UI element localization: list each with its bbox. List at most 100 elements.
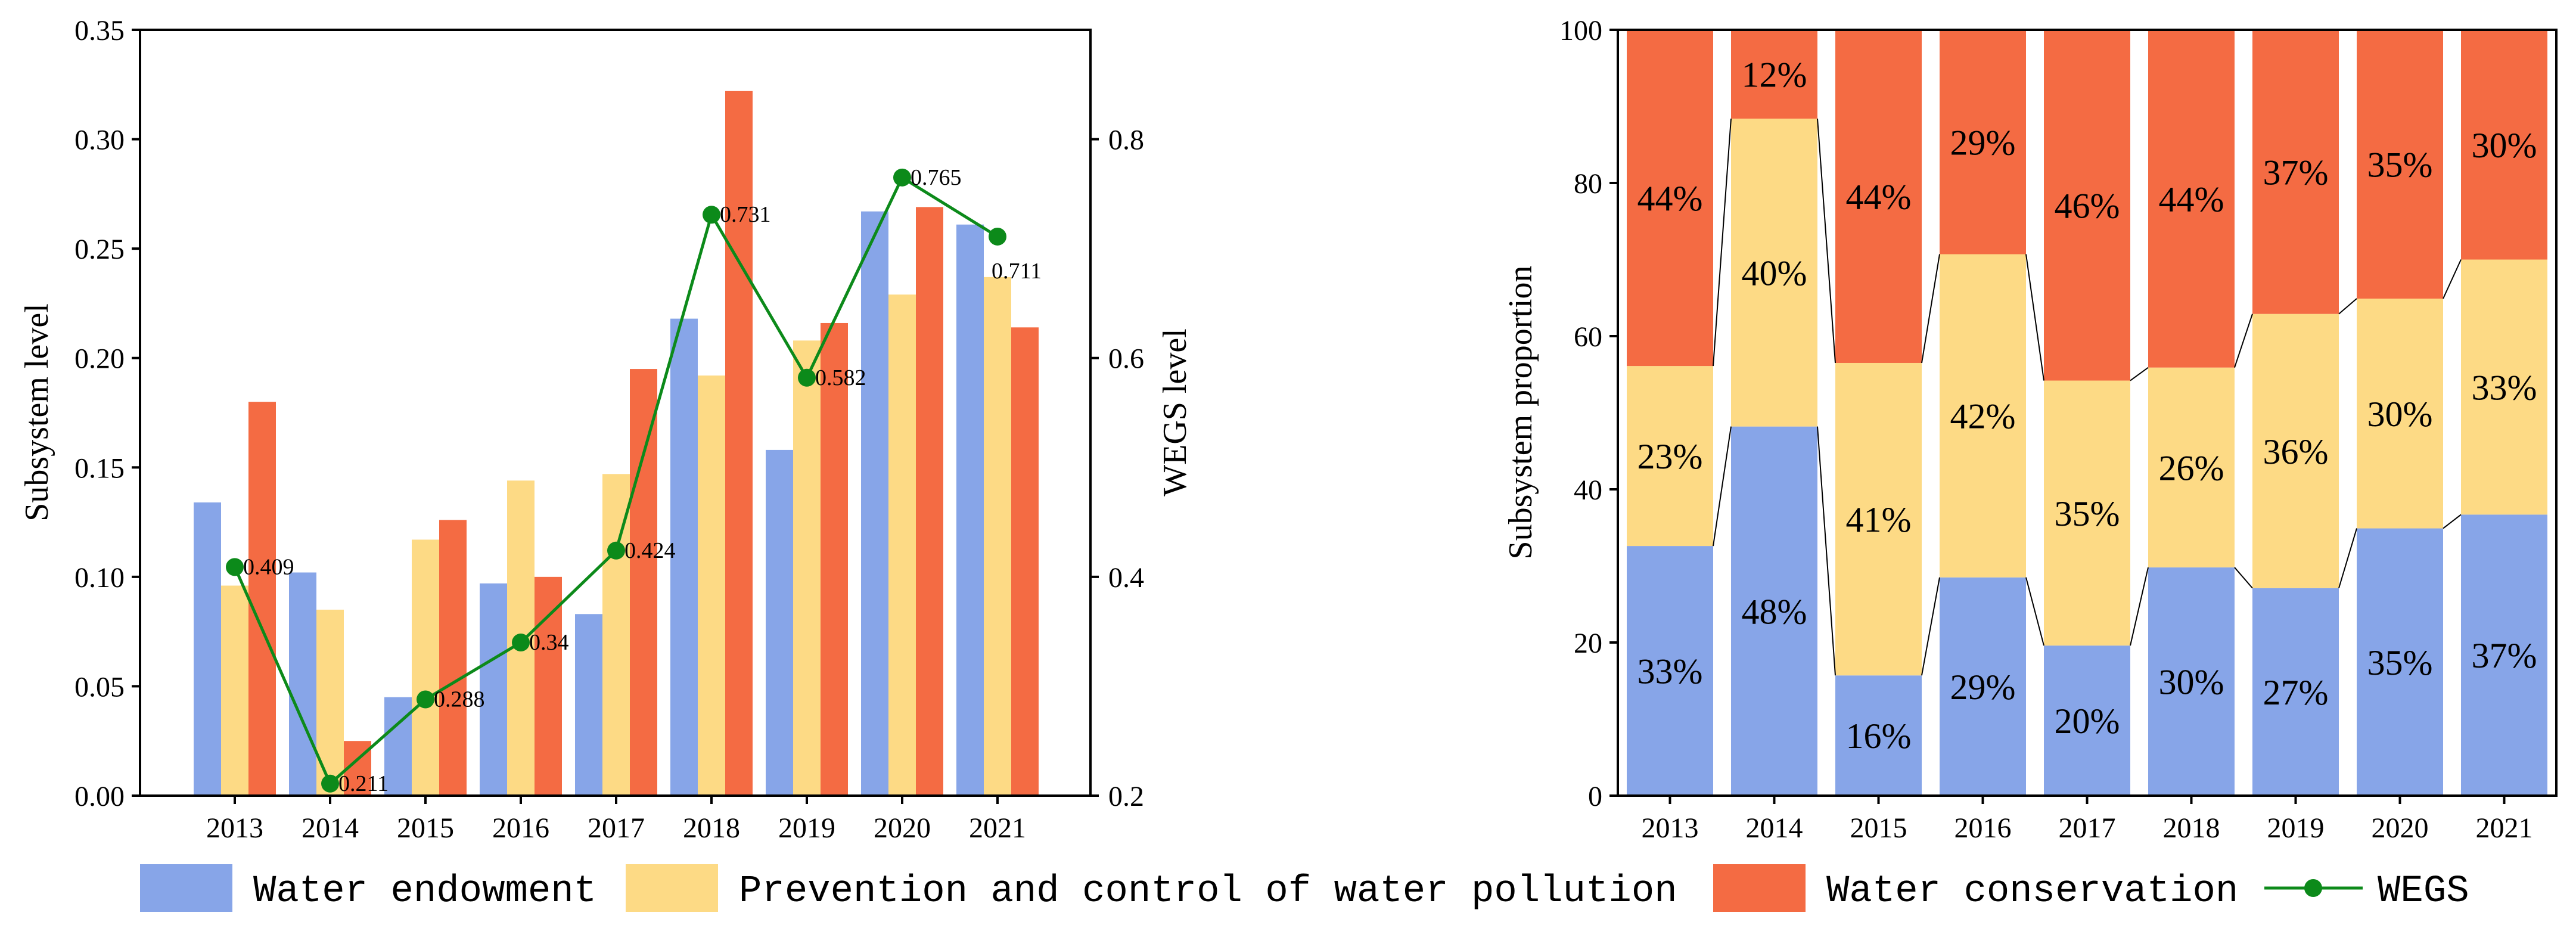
legend-label-water-pollution: Prevention and control of water pollutio…	[739, 870, 1677, 913]
percent-label-water-pollution: 33%	[2472, 368, 2537, 407]
stacked-bar-water-pollution-2017	[2044, 380, 2130, 646]
percent-label-water-pollution: 23%	[1637, 437, 1703, 476]
legend-swatch-water-endowment	[140, 864, 232, 912]
percent-label-water-conservation: 44%	[2159, 179, 2224, 219]
bar-water-endowment-2014	[289, 572, 316, 796]
proportion-x-tick-label: 2020	[2372, 812, 2429, 844]
left-x-tick-label: 2021	[969, 812, 1026, 844]
stacked-bar-water-endowment-2019	[2252, 588, 2339, 796]
stacked-bar-water-endowment-2016	[1940, 577, 2026, 796]
legend-marker-wegs	[2304, 879, 2322, 897]
proportion-y-tick-label: 100	[1559, 15, 1602, 46]
stacked-bar-water-endowment-2017	[2044, 645, 2130, 796]
left-x-tick-label: 2018	[683, 812, 740, 844]
right-y-tick-label: 0.4	[1108, 562, 1144, 594]
stacked-bar-water-pollution-2020	[2357, 299, 2443, 529]
connector-line	[2443, 514, 2462, 529]
legend-swatch-water-pollution	[626, 864, 718, 912]
bar-water-endowment-2017	[575, 614, 602, 796]
proportion-y-axis-title: Subsystem proportion	[1502, 265, 1539, 559]
connector-line	[2130, 567, 2149, 646]
percent-label-water-endowment: 20%	[2055, 701, 2120, 741]
percent-label-water-pollution: 40%	[1742, 253, 1807, 293]
stacked-bar-water-conservation-2021	[2461, 30, 2547, 260]
left-y-tick-label: 0.05	[74, 671, 125, 703]
wegs-point-2018	[703, 206, 720, 224]
left-x-tick-label: 2014	[302, 812, 359, 844]
connector-line	[2338, 298, 2357, 315]
stacked-bar-water-conservation-2016	[1940, 30, 2026, 254]
wegs-value-label: 0.211	[338, 771, 389, 796]
stacked-bar-water-endowment-2013	[1627, 546, 1713, 796]
proportion-y-tick-label: 20	[1574, 628, 1602, 659]
stacked-bar-water-endowment-2020	[2357, 528, 2443, 796]
proportion-x-tick-label: 2015	[1850, 812, 1907, 844]
left-y-tick-label: 0.20	[74, 343, 125, 375]
connector-line	[2338, 528, 2357, 589]
left-x-tick-label: 2013	[206, 812, 263, 844]
percent-label-water-endowment: 29%	[1950, 668, 2016, 707]
proportion-x-tick-label: 2013	[1642, 812, 1699, 844]
left-y-tick-label: 0.00	[74, 781, 125, 812]
wegs-value-label: 0.711	[992, 259, 1042, 284]
bar-water-endowment-2020	[861, 211, 888, 796]
bar-water-pollution-2020	[888, 294, 916, 796]
connector-line	[2443, 259, 2462, 299]
bar-water-conservation-2016	[535, 576, 562, 796]
wegs-value-label: 0.731	[720, 202, 771, 227]
stacked-bar-water-conservation-2017	[2044, 30, 2130, 381]
right-y-tick-label: 0.6	[1108, 343, 1144, 375]
legend-label-wegs: WEGS	[2378, 870, 2469, 913]
stacked-bar-water-conservation-2014	[1731, 30, 1817, 119]
bar-water-endowment-2019	[766, 449, 793, 796]
stacked-bar-water-endowment-2018	[2148, 567, 2235, 796]
stacked-bar-water-endowment-2014	[1731, 426, 1817, 796]
proportion-y-tick-label: 80	[1574, 168, 1602, 200]
stacked-bar-water-pollution-2014	[1731, 119, 1817, 427]
stacked-bar-water-pollution-2019	[2252, 313, 2339, 588]
connector-line	[2025, 577, 2044, 646]
stacked-bar-water-conservation-2015	[1835, 30, 1922, 363]
percent-label-water-conservation: 29%	[1950, 123, 2016, 162]
stacked-bar-water-pollution-2021	[2461, 259, 2547, 515]
wegs-value-label: 0.582	[815, 365, 866, 390]
percent-label-water-endowment: 30%	[2159, 663, 2224, 702]
legend-label-water-endowment: Water endowment	[253, 870, 596, 913]
stacked-bar-water-pollution-2018	[2148, 367, 2235, 568]
bar-water-pollution-2013	[221, 585, 248, 796]
percent-label-water-endowment: 16%	[1846, 716, 1912, 756]
percent-label-water-conservation: 30%	[2472, 126, 2537, 165]
bar-water-endowment-2021	[956, 224, 984, 796]
left-y-tick-label: 0.15	[74, 452, 125, 484]
connector-line	[1921, 254, 1940, 364]
proportion-x-tick-label: 2016	[1954, 812, 2012, 844]
right-y-tick-label: 0.2	[1108, 781, 1144, 812]
right-connector-lines	[1713, 118, 2462, 676]
bar-water-pollution-2017	[602, 474, 630, 796]
right-x-ticks: 2013 2014 2015 2016 2017 2018 2019 2020 2021	[1642, 796, 2533, 844]
wegs-point-2013	[226, 558, 244, 576]
percent-label-water-conservation: 35%	[2367, 145, 2433, 185]
percent-label-water-endowment: 27%	[2263, 673, 2329, 712]
left-x-tick-label: 2017	[588, 812, 645, 844]
left-plot-frame	[139, 29, 1092, 797]
percent-label-water-conservation: 44%	[1637, 179, 1703, 218]
right-stacked-bar-chart: 0 20 40 60 80 100 33% 23% 44% 48% 40% 12% 16% 41% 44%…	[1502, 15, 2558, 844]
wegs-value-label: 0.765	[911, 165, 962, 190]
percent-label-water-pollution: 26%	[2159, 448, 2224, 488]
stacked-bar-water-conservation-2019	[2252, 30, 2339, 314]
wegs-point-2019	[798, 368, 816, 387]
proportion-y-tick-label: 0	[1588, 781, 1602, 812]
bar-water-endowment-2016	[480, 583, 507, 796]
percent-label-water-pollution: 41%	[1846, 500, 1912, 539]
left-y-tick-label: 0.25	[74, 234, 125, 265]
wegs-point-2014	[321, 774, 339, 793]
left-y-tick-label: 0.10	[74, 562, 125, 594]
bar-water-conservation-2017	[630, 369, 657, 796]
left-x-tick-label: 2019	[778, 812, 835, 844]
stacked-bar-water-conservation-2020	[2357, 30, 2443, 299]
right-percent-labels: 33% 23% 44% 48% 40% 12% 16% 41% 44% 29% 42% 29% 20% 3…	[1637, 55, 2537, 756]
connector-line	[2234, 567, 2253, 589]
stacked-bar-water-endowment-2021	[2461, 514, 2547, 796]
right-y-tick-label: 0.8	[1108, 125, 1144, 156]
